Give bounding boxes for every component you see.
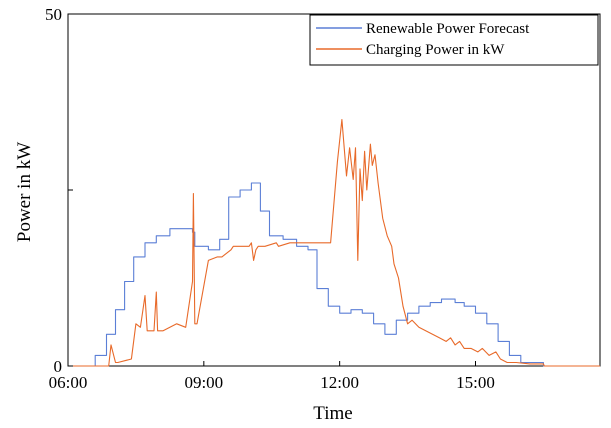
plot-frame [67,13,601,367]
axes [67,13,601,367]
y-tick-label: 50 [45,5,62,24]
ticks-layer: 06:00 09:00 12:00 15:00 0 50 [45,5,495,392]
x-tick-label: 12:00 [320,373,359,392]
series-line-charging-power [68,119,600,367]
series-line-renewable-forecast [68,182,600,367]
legend-box [309,14,599,66]
y-tick-label: 0 [54,357,63,376]
x-axis-title: Time [313,403,352,424]
y-axis-title: Power in kW [14,142,35,242]
x-tick-label: 15:00 [456,373,495,392]
x-tick-label: 09:00 [184,373,223,392]
x-tick-label: 06:00 [49,373,88,392]
series-layer [68,119,600,367]
legend-label: Renewable Power Forecast [366,21,530,37]
legend-label: Charging Power in kW [366,42,505,58]
legend: Renewable Power Forecast Charging Power i… [309,14,599,66]
